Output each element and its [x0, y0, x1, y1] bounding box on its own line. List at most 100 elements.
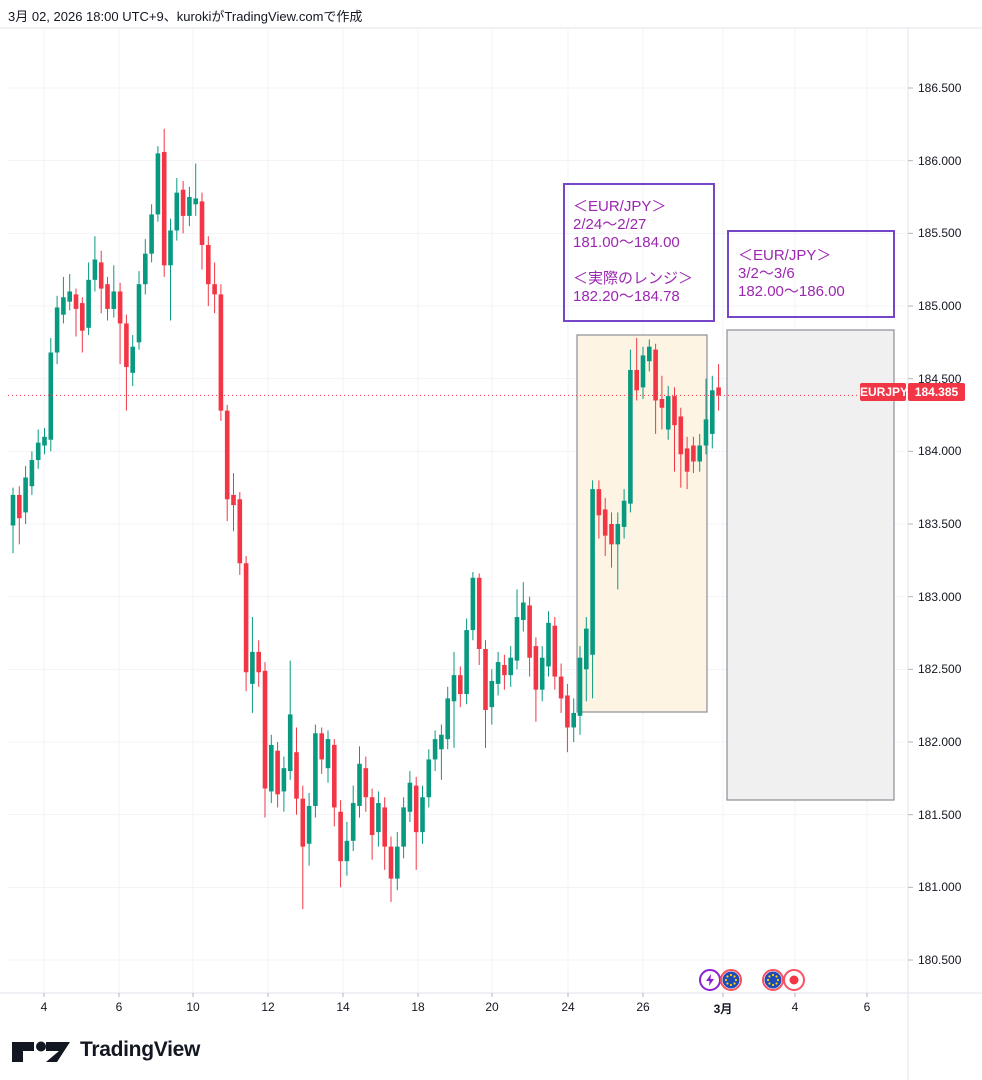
candle-body [596, 489, 602, 516]
candle-body [546, 622, 551, 667]
candle-body [647, 346, 652, 362]
candle-body [262, 670, 268, 789]
candle-body [86, 279, 91, 328]
candle-body [136, 284, 142, 343]
candle-body [237, 499, 243, 564]
candle-body [105, 284, 110, 309]
price-line-symbol-badge: EURJPY [860, 383, 909, 401]
annotation-line: 2/24〜2/27 [573, 216, 647, 233]
annotation-line: 182.00〜186.00 [738, 283, 845, 300]
candle-body [382, 807, 387, 847]
candle-body [300, 798, 306, 847]
candle-body [527, 605, 532, 658]
candle-body [401, 807, 406, 847]
annotation-range-mar[interactable]: ＜EUR/JPY＞ 3/2〜3/6 182.00〜186.00 [727, 230, 895, 318]
candle-body [609, 524, 614, 545]
candle-body [73, 294, 79, 309]
candle-body [584, 628, 589, 670]
candle-body [697, 445, 702, 462]
candle-body [325, 739, 331, 769]
candle-body [35, 442, 41, 461]
tradingview-logo-text: TradingView [80, 1038, 201, 1061]
annotation-line: 182.20〜184.78 [573, 288, 680, 305]
eu-volatility-event-icon[interactable] [699, 969, 721, 991]
annotation-line: ＜実際のレンジ＞ [573, 270, 694, 287]
candle-body [130, 346, 135, 373]
candle-body [432, 739, 438, 760]
candle-body [665, 396, 671, 430]
forecast-range-mar [726, 329, 895, 801]
candle-body [80, 303, 85, 331]
candle-body [231, 494, 236, 506]
price-tick-label: 183.500 [918, 517, 962, 531]
time-tick-label: 26 [636, 1000, 650, 1014]
candle-body [187, 197, 192, 216]
chart-attribution: 3月 02, 2026 18:00 UTC+9、kurokiがTradingVi… [8, 9, 363, 24]
candle-body [224, 410, 230, 500]
candle-body [363, 768, 369, 798]
candle-body [458, 675, 463, 695]
annotation-line: 3/2〜3/6 [738, 265, 795, 282]
candle-body [716, 387, 721, 396]
candle-body [565, 695, 570, 728]
price-tick-label: 182.000 [918, 735, 962, 749]
japan-flag-event-icon[interactable] [783, 969, 805, 991]
candle-body [678, 416, 684, 455]
candle-body [653, 349, 658, 401]
candle-body [451, 675, 457, 702]
time-scale[interactable]: 4 6 10 12 14 18 20 24 26 3月 4 6 [0, 993, 908, 1023]
eu-flag-event-icon[interactable] [762, 969, 784, 991]
candle-body [558, 676, 564, 699]
tradingview-logo-icon [12, 1041, 70, 1062]
candle-body [426, 759, 432, 798]
candle-body [250, 651, 255, 684]
candle-body [615, 524, 621, 545]
time-tick-label: 6 [863, 1000, 871, 1014]
candle-body [199, 201, 205, 245]
tradingview-logo[interactable]: TradingView [10, 1036, 200, 1064]
price-tick-label: 186.500 [918, 81, 962, 95]
candle-body [621, 500, 627, 527]
candle-body [483, 648, 488, 711]
candle-body [369, 797, 375, 836]
candle-body [590, 489, 595, 655]
candle-body [168, 230, 173, 266]
price-scale[interactable]: 186.500 186.000 185.500 185.000 184.500 184.0… [908, 28, 982, 993]
time-tick-label: 4 [40, 1000, 48, 1014]
candle-body [703, 419, 709, 446]
candle-body [17, 494, 22, 519]
eu-flag-event-icon[interactable] [720, 969, 742, 991]
time-tick-label: 20 [485, 1000, 499, 1014]
candle-body [552, 625, 558, 677]
candle-body [508, 657, 513, 676]
candle-body [577, 657, 583, 716]
candle-body [256, 651, 261, 673]
candle-body [357, 763, 362, 806]
candle-body [684, 448, 690, 472]
candle-body [143, 253, 148, 285]
candle-body [281, 768, 287, 792]
candle-body [344, 840, 350, 862]
candle-body [338, 811, 343, 862]
time-tick-label: 24 [561, 1000, 575, 1014]
candle-body [602, 509, 608, 536]
candle-body [514, 617, 520, 661]
candle-body [124, 323, 129, 368]
annotation-line: ＜EUR/JPY＞ [573, 198, 667, 215]
candle-body [294, 752, 299, 799]
candle-body [495, 662, 501, 684]
candle-body [332, 744, 337, 808]
candle-body [710, 390, 715, 434]
price-tick-label: 185.000 [918, 299, 962, 313]
annotation-range-feb[interactable]: ＜EUR/JPY＞ 2/24〜2/27 181.00〜184.00 ＜実際のレン… [563, 183, 715, 322]
candle-body [180, 189, 186, 216]
candle-body [193, 198, 198, 205]
candle-body [476, 577, 482, 649]
candle-body [521, 602, 526, 620]
candle-body [48, 352, 54, 440]
candle-body [388, 846, 394, 879]
time-tick-label: 12 [261, 1000, 275, 1014]
candle-body [23, 477, 28, 513]
